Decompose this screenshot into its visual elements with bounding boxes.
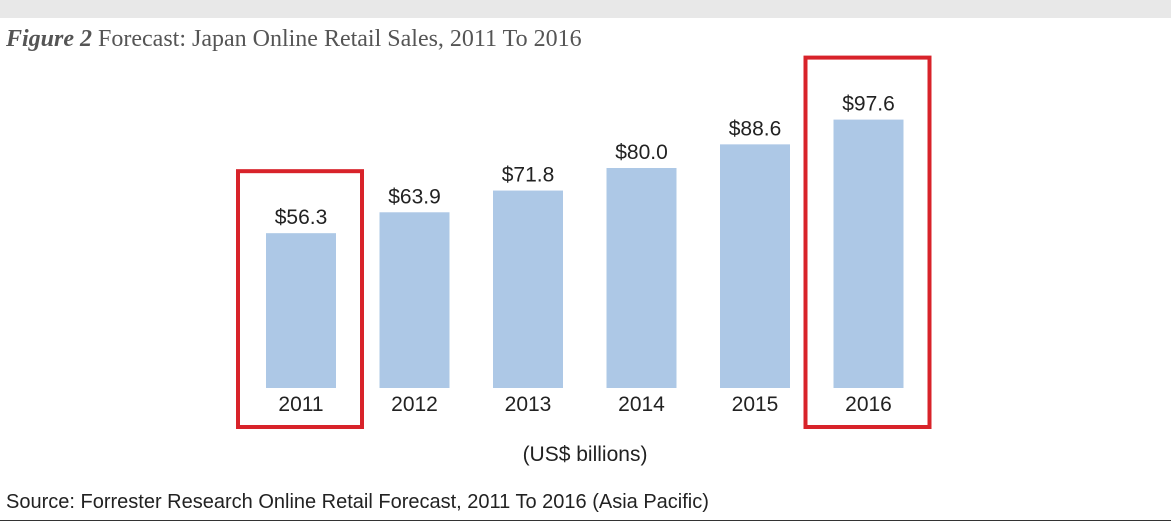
category-label-2016: 2016 [845,393,892,416]
category-label-2015: 2015 [732,393,779,416]
source-note: Source: Forrester Research Online Retail… [6,491,709,513]
figure-title-text: Forecast: Japan Online Retail Sales, 201… [98,26,582,52]
highlight-box-2011 [236,169,364,429]
bottom-rule [0,520,1171,521]
value-label-2016: $97.6 [842,93,895,116]
figure-label: Figure 2 [6,26,93,52]
bar-2014 [606,168,677,388]
category-label-2013: 2013 [505,393,552,416]
value-label-2013: $71.8 [502,164,555,187]
bar-2015 [720,144,790,388]
highlight-box-2016 [803,55,932,429]
category-label-2012: 2012 [391,393,438,416]
value-label-2015: $88.6 [729,117,782,140]
bar-2011 [266,233,336,388]
bar-2013 [493,190,563,388]
value-label-2011: $56.3 [275,206,328,229]
top-band [0,0,1171,18]
category-label-2014: 2014 [618,393,665,416]
x-axis-label: (US$ billions) [523,443,648,466]
value-label-2012: $63.9 [388,185,441,208]
bar-2016 [833,119,904,388]
bar-2012 [379,212,450,388]
category-label-2011: 2011 [278,393,323,416]
value-label-2014: $80.0 [615,141,668,164]
figure-title: Figure 2 Forecast: Japan Online Retail S… [6,26,582,53]
